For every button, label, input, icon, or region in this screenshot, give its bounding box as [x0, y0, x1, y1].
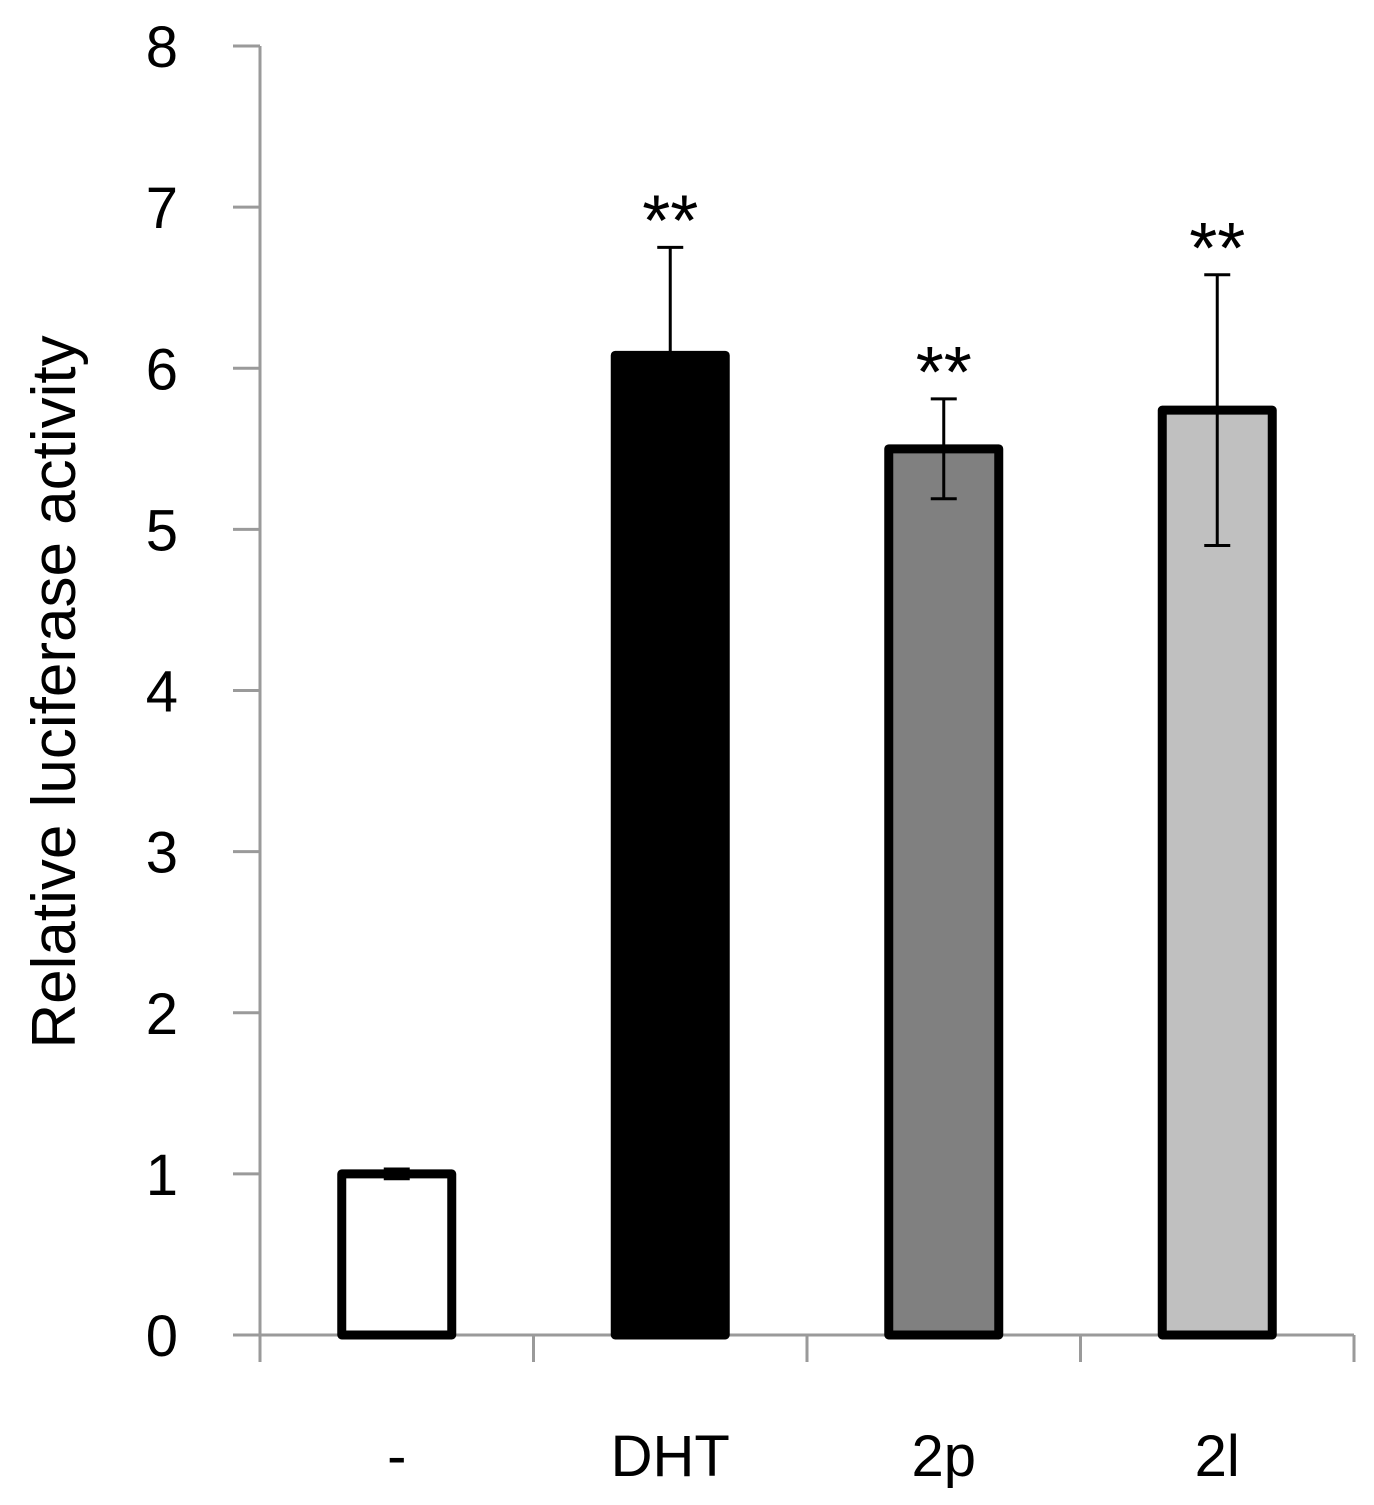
- x-category-label: 2l: [1195, 1424, 1240, 1489]
- y-axis-ticks: 0 1 2 3 4 5 6 7 8: [146, 15, 260, 1369]
- x-category-label: -: [387, 1424, 406, 1489]
- x-category-label: DHT: [611, 1424, 730, 1489]
- x-axis-labels: - DHT 2p 2l: [387, 1424, 1240, 1489]
- y-tick-label: 4: [146, 660, 178, 725]
- significance-markers: ** ** **: [642, 181, 1245, 412]
- y-tick-label: 1: [146, 1143, 178, 1208]
- significance-label: **: [642, 181, 698, 261]
- y-tick-label: 6: [146, 337, 178, 402]
- bars: [337, 350, 1277, 1340]
- bar-2: [610, 350, 730, 1340]
- y-tick-label: 2: [146, 982, 178, 1047]
- significance-label: **: [916, 333, 972, 413]
- y-axis-title: Relative luciferase activity: [20, 335, 89, 1048]
- y-tick-label: 8: [146, 15, 178, 80]
- error-bars: [383, 245, 1231, 1181]
- bar-4: [1157, 405, 1277, 1340]
- y-tick-label: 0: [146, 1304, 178, 1369]
- bar-1: [337, 1169, 457, 1340]
- y-tick-label: 5: [146, 498, 178, 563]
- bar-3: [884, 444, 1004, 1340]
- y-tick-label: 7: [146, 176, 178, 241]
- y-tick-label: 3: [146, 821, 178, 886]
- significance-label: **: [1189, 209, 1245, 289]
- x-category-label: 2p: [911, 1424, 976, 1489]
